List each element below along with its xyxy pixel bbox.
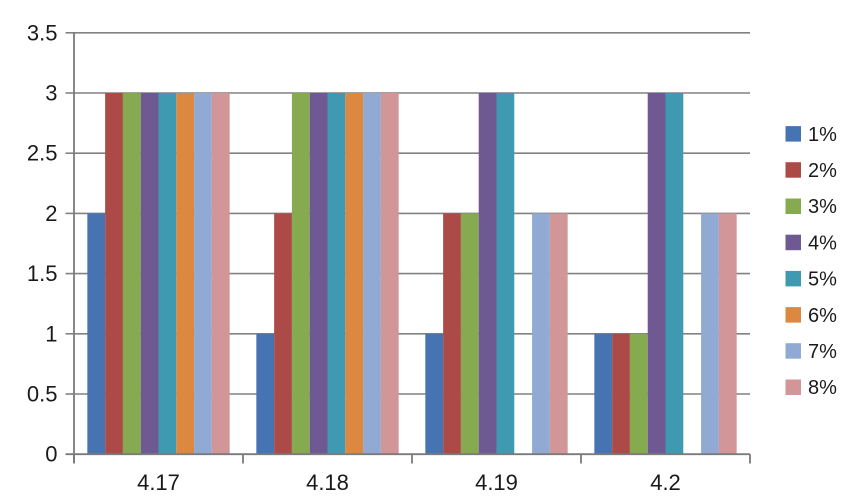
svg-text:3%: 3%: [808, 196, 837, 218]
svg-text:4.19: 4.19: [475, 470, 518, 495]
svg-text:1%: 1%: [808, 124, 837, 146]
svg-text:1.5: 1.5: [27, 261, 58, 286]
svg-text:4.17: 4.17: [137, 470, 180, 495]
svg-text:4.2: 4.2: [650, 470, 681, 495]
svg-text:6%: 6%: [808, 305, 837, 327]
svg-text:0: 0: [45, 442, 57, 467]
svg-text:1: 1: [45, 321, 57, 346]
svg-text:0.5: 0.5: [27, 382, 58, 407]
svg-text:7%: 7%: [808, 341, 837, 363]
svg-text:4%: 4%: [808, 232, 837, 254]
svg-text:4.18: 4.18: [306, 470, 349, 495]
svg-text:3: 3: [45, 81, 57, 106]
svg-text:8%: 8%: [808, 377, 837, 399]
svg-text:5%: 5%: [808, 269, 837, 291]
svg-text:2.5: 2.5: [27, 141, 58, 166]
svg-text:3.5: 3.5: [27, 20, 58, 45]
svg-text:2: 2: [45, 201, 57, 226]
svg-text:2%: 2%: [808, 160, 837, 182]
